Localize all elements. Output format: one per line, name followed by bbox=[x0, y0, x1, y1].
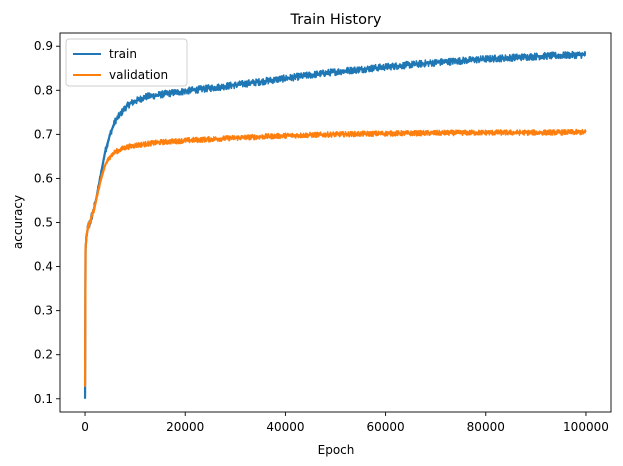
y-tick-label: 0.9 bbox=[34, 39, 53, 53]
x-tick-label: 20000 bbox=[166, 420, 204, 434]
legend: train validation bbox=[65, 38, 188, 87]
x-tick-label: 80000 bbox=[467, 420, 505, 434]
y-tick-label: 0.8 bbox=[34, 83, 53, 97]
y-tick-label: 0.1 bbox=[34, 392, 53, 406]
series-line-validation bbox=[83, 131, 586, 386]
x-tick-label: 40000 bbox=[266, 420, 304, 434]
series-validation bbox=[83, 128, 587, 388]
y-tick-label: 0.6 bbox=[34, 171, 53, 185]
y-axis-ticks: 0.1 0.2 0.3 0.4 0.5 0.6 0.7 0.8 0.9 bbox=[34, 39, 60, 406]
y-tick-label: 0.7 bbox=[34, 127, 53, 141]
x-axis-label: Epoch bbox=[318, 443, 355, 457]
y-tick-label: 0.3 bbox=[34, 304, 53, 318]
x-tick-label: 100000 bbox=[563, 420, 609, 434]
y-axis-label: accuracy bbox=[11, 195, 25, 249]
legend-label-validation: validation bbox=[109, 68, 168, 82]
x-tick-label: 60000 bbox=[366, 420, 404, 434]
x-tick-label: 0 bbox=[81, 420, 89, 434]
y-tick-label: 0.2 bbox=[34, 348, 53, 362]
x-axis-ticks: 0 20000 40000 60000 80000 100000 bbox=[81, 412, 609, 434]
series-layer bbox=[83, 50, 587, 399]
legend-label-train: train bbox=[109, 47, 137, 61]
chart-title: Train History bbox=[290, 12, 382, 28]
y-tick-label: 0.4 bbox=[34, 260, 53, 274]
y-tick-label: 0.5 bbox=[34, 216, 53, 230]
